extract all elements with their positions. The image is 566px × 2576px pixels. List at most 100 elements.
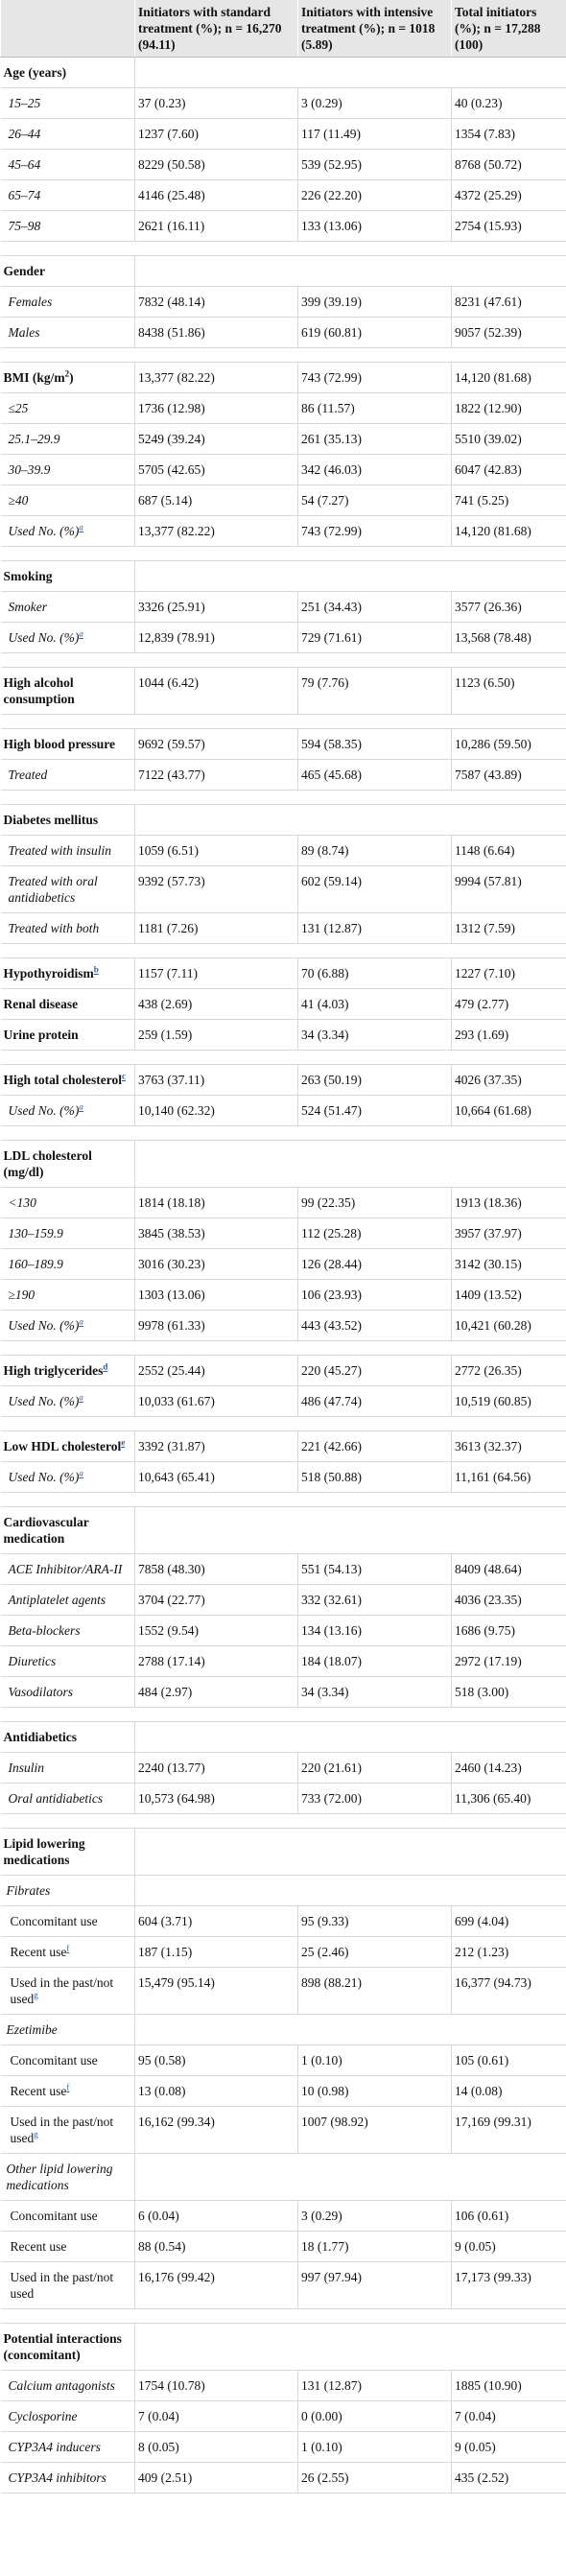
footnote-link[interactable]: a [79, 1468, 83, 1478]
table-row: Used in the past/not usedg 16,162 (99.34)… [0, 2106, 566, 2154]
table-row: Treated with oral antidiabetics 9392 (57.… [0, 865, 566, 913]
cell-value: 126 (28.44) [297, 1248, 452, 1280]
spacer [0, 1492, 566, 1507]
cell-value: 89 (8.74) [297, 835, 452, 866]
label-text: Antiplatelet agents [8, 1593, 106, 1607]
row-label: 130–159.9 [0, 1217, 135, 1249]
footnote-link[interactable]: e [121, 1437, 126, 1448]
table-row: High alcohol consumption 1044 (6.42) 79 (7… [0, 667, 566, 715]
cell-value: 221 (42.66) [297, 1430, 452, 1462]
label-text: Used No. (%) [8, 1394, 80, 1408]
cell-value: 133 (13.06) [297, 210, 452, 242]
label-text: 75–98 [8, 219, 41, 233]
spacer-row [0, 1492, 566, 1507]
label-text: Beta-blockers [8, 1623, 81, 1638]
empty-cell [134, 1875, 566, 1906]
table-row: ≥190 1303 (13.06) 106 (23.93) 1409 (13.52) [0, 1279, 566, 1311]
spacer-row [0, 652, 566, 668]
cell-value: 8438 (51.86) [134, 317, 298, 348]
table-row: CYP3A4 inhibitors 409 (2.51) 26 (2.55) 435 … [0, 2462, 566, 2493]
row-label: Cardiovascular medication [0, 1506, 135, 1554]
row-label: Treated with oral antidiabetics [0, 865, 135, 913]
cell-value: 3142 (30.15) [451, 1248, 566, 1280]
footnote-link[interactable]: a [79, 628, 83, 639]
table-row: Other lipid lowering medications [0, 2153, 566, 2201]
row-label: Used in the past/not usedg [0, 2106, 135, 2154]
cell-value: 3957 (37.97) [451, 1217, 566, 1249]
cell-value: 9994 (57.81) [451, 865, 566, 913]
cell-value: 1409 (13.52) [451, 1279, 566, 1311]
row-label: Used in the past/not used [0, 2261, 135, 2309]
row-label: 15–25 [0, 87, 135, 119]
footnote-link[interactable]: f [66, 1943, 70, 1953]
spacer-row [0, 1050, 566, 1065]
spacer-row [0, 347, 566, 363]
label-text: ) [69, 370, 74, 385]
footnote-link[interactable]: a [79, 1316, 83, 1327]
cell-value: 184 (18.07) [297, 1645, 452, 1677]
footnote-link[interactable]: a [79, 1392, 83, 1403]
label-text: Used in the past/not used [10, 2115, 114, 2145]
footnote-link[interactable]: c [121, 1071, 126, 1081]
cell-value: 2460 (14.23) [451, 1752, 566, 1784]
table-row: Potential interactions (concomitant) [0, 2323, 566, 2371]
label-text: Used in the past/not used [10, 1975, 114, 2006]
spacer [0, 241, 566, 256]
spacer [0, 943, 566, 958]
cell-value: 551 (54.13) [297, 1553, 452, 1585]
label-text: Concomitant use [10, 2209, 98, 2223]
cell-value: 1354 (7.83) [451, 118, 566, 150]
cell-value: 131 (12.87) [297, 2370, 452, 2401]
cell-value: 1312 (7.59) [451, 912, 566, 944]
cell-value: 112 (25.28) [297, 1217, 452, 1249]
table-row: ≤25 1736 (12.98) 86 (11.57) 1822 (12.90) [0, 392, 566, 424]
table-row: Used No. (%)a 10,643 (65.41) 518 (50.88) 11… [0, 1461, 566, 1493]
cell-value: 8 (0.05) [134, 2431, 298, 2463]
cell-value: 741 (5.25) [451, 484, 566, 516]
cell-value: 10,573 (64.98) [134, 1783, 298, 1814]
footnote-link[interactable]: a [79, 522, 83, 532]
column-header [0, 0, 135, 58]
table-row: Treated with both 1181 (7.26) 131 (12.87) 1… [0, 912, 566, 944]
table-row: ACE Inhibitor/ARA-II 7858 (48.30) 551 (54.… [0, 1553, 566, 1585]
footnote-link[interactable]: f [66, 2082, 70, 2092]
cell-value: 26 (2.55) [297, 2462, 452, 2493]
label-text: Males [8, 325, 40, 340]
cell-value: 70 (6.88) [297, 957, 452, 989]
row-label: BMI (kg/m2) [0, 362, 135, 393]
label-text: CYP3A4 inhibitors [8, 2470, 106, 2485]
table-row: Smoker 3326 (25.91) 251 (34.43) 3577 (26.36… [0, 591, 566, 623]
empty-cell [134, 255, 566, 287]
cell-value: 3016 (30.23) [134, 1248, 298, 1280]
label-text: LDL cholesterol (mg/dl) [3, 1148, 92, 1179]
label-text: Ezetimibe [6, 2022, 58, 2037]
footnote-link[interactable]: d [103, 1361, 108, 1372]
cell-value: 10,519 (60.85) [451, 1385, 566, 1417]
label-text: Concomitant use [10, 1914, 98, 1928]
spacer-row [0, 790, 566, 805]
cell-value: 1913 (18.36) [451, 1187, 566, 1218]
row-label: Potential interactions (concomitant) [0, 2323, 135, 2371]
table-row: Gender [0, 255, 566, 287]
cell-value: 16,176 (99.42) [134, 2261, 298, 2309]
cell-value: 898 (88.21) [297, 1967, 452, 2015]
table-row: Renal disease 438 (2.69) 41 (4.03) 479 (2.7… [0, 988, 566, 1020]
cell-value: 99 (22.35) [297, 1187, 452, 1218]
table-row: Smoking [0, 560, 566, 592]
label-text: Hypothyroidism [3, 966, 94, 981]
spacer-row [0, 1707, 566, 1722]
footnote-link[interactable]: b [93, 964, 99, 975]
row-label: Insulin [0, 1752, 135, 1784]
row-label: <130 [0, 1187, 135, 1218]
cell-value: 409 (2.51) [134, 2462, 298, 2493]
cell-value: 13,377 (82.22) [134, 515, 298, 547]
superscript: 2 [64, 368, 70, 379]
cell-value: 524 (51.47) [297, 1095, 452, 1126]
label-text: Fibrates [6, 1883, 51, 1898]
footnote-link[interactable]: a [79, 1101, 83, 1112]
footnote-link[interactable]: g [34, 2129, 38, 2139]
label-text: Calcium antagonists [8, 2378, 115, 2393]
label-text: ≤25 [8, 401, 29, 415]
footnote-link[interactable]: g [34, 1990, 38, 2000]
